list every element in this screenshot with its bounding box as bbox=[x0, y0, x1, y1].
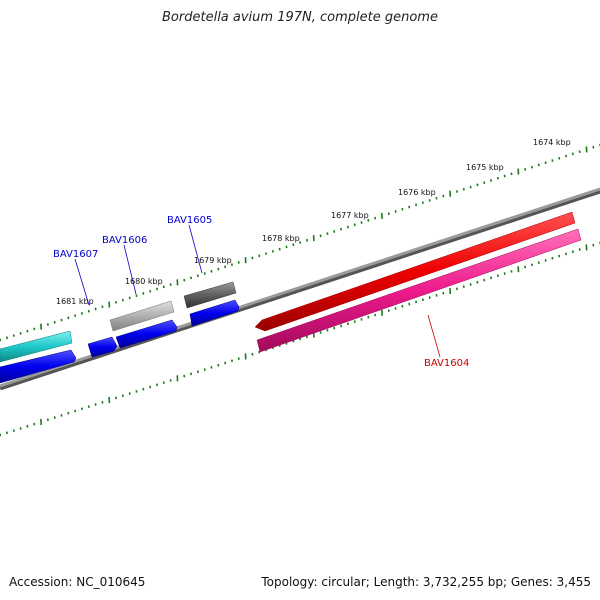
kbp-tick-track bbox=[0, 143, 600, 342]
cds-bav1605-blue[interactable] bbox=[189, 299, 240, 327]
genome-title: Bordetella avium 197N, complete genome bbox=[162, 10, 438, 25]
genome-summary: Topology: circular; Length: 3,732,255 bp… bbox=[261, 575, 591, 589]
scale-label-1679: 1679 kbp bbox=[194, 256, 232, 265]
cds-bav1606-grey[interactable] bbox=[109, 300, 175, 332]
gene-label-bav1604[interactable]: BAV1604 bbox=[424, 358, 469, 369]
cds-bav1604-red[interactable] bbox=[254, 211, 576, 332]
gene-label-bav1605[interactable]: BAV1605 bbox=[167, 215, 212, 226]
cds-bav1607-blue[interactable] bbox=[0, 349, 77, 384]
cds-bav1607-cyan[interactable] bbox=[0, 330, 73, 363]
leader-bav1605 bbox=[188, 224, 203, 274]
gene-label-bav1606[interactable]: BAV1606 bbox=[102, 235, 147, 246]
cds-bav1605-grey[interactable] bbox=[183, 281, 237, 309]
scale-label-1675: 1675 kbp bbox=[466, 163, 504, 172]
leader-bav1607 bbox=[74, 258, 90, 306]
leader-bav1604 bbox=[427, 314, 441, 358]
scale-label-1680: 1680 kbp bbox=[125, 277, 163, 286]
accession-label: Accession: NC_010645 bbox=[9, 575, 146, 589]
scale-label-1676: 1676 kbp bbox=[398, 188, 436, 197]
cds-small-blue[interactable] bbox=[87, 336, 118, 358]
scale-label-1674: 1674 kbp bbox=[533, 138, 571, 147]
gene-label-bav1607[interactable]: BAV1607 bbox=[53, 249, 98, 260]
scale-label-1678: 1678 kbp bbox=[262, 234, 300, 243]
cds-bav1604-pink[interactable] bbox=[256, 228, 582, 353]
genome-backbone bbox=[0, 187, 600, 388]
cds-bav1606-blue[interactable] bbox=[115, 319, 178, 349]
inner-tick-track bbox=[0, 241, 600, 437]
leader-bav1606 bbox=[123, 244, 137, 295]
genome-backbone-shadow bbox=[0, 188, 600, 391]
scale-label-1677: 1677 kbp bbox=[331, 211, 369, 220]
scale-label-1681: 1681 kbp bbox=[56, 297, 94, 306]
